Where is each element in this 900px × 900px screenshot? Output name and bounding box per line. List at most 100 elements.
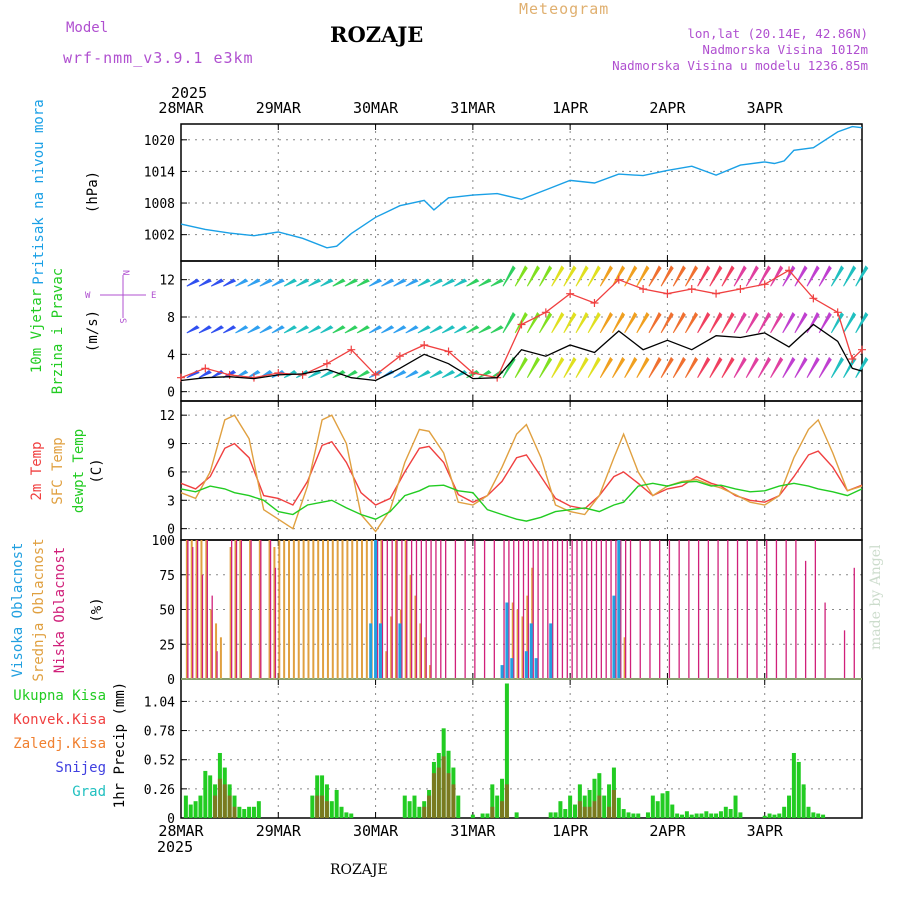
gust-marker [614, 275, 623, 284]
precip-bar [806, 806, 811, 818]
y-tick-label: 1008 [144, 197, 175, 212]
precip-bar [767, 813, 772, 818]
wind-barb [745, 356, 759, 378]
wind-barb [818, 356, 832, 378]
precip-bar [500, 778, 505, 818]
wind-barb [247, 278, 261, 287]
precip-bar [621, 809, 626, 818]
wind-barb [381, 278, 395, 287]
gust-marker [444, 347, 453, 356]
wind-barb [356, 278, 370, 287]
precip-bar [772, 814, 777, 818]
precip-bar [188, 804, 193, 818]
precip-conv-bar [441, 756, 446, 818]
precip-bar [602, 795, 607, 818]
model-label: Model [66, 20, 109, 36]
panel-frame-pressure [180, 123, 863, 262]
wind-barb [223, 325, 237, 334]
precip-bar [718, 811, 723, 818]
gust-marker [858, 345, 866, 354]
precip-bar [198, 795, 203, 818]
wind-barb [405, 325, 419, 334]
temp-ylabel-1: 2m Temp [29, 441, 45, 500]
precip-bar [689, 814, 694, 818]
precip-conv-bar [227, 795, 232, 818]
model-name: wrf-nmm_v3.9.1 e3km [63, 49, 254, 67]
precip-bar [709, 813, 714, 818]
wind-barb [855, 356, 869, 378]
precip-bar [256, 801, 261, 818]
precip-bar [344, 812, 349, 818]
elevation-label: Nadmorska Visina 1012m [702, 42, 868, 57]
precip-ylabel: 1hr Precip (mm) [112, 682, 128, 808]
precip-bar [485, 813, 490, 818]
precip-bar [714, 813, 719, 818]
precip-bar [777, 813, 782, 818]
footer-city: ROZAJE [330, 862, 388, 878]
gust-marker [468, 369, 477, 377]
wind-barb [770, 356, 784, 378]
gust-marker [833, 308, 842, 317]
y-tick-label: 1014 [144, 165, 175, 180]
wind-barb [794, 356, 808, 378]
y-tick-label: 0 [167, 523, 175, 538]
gust-marker [201, 364, 210, 373]
compass-e: E [151, 291, 156, 301]
y-tick-label: 12 [159, 274, 175, 289]
precip-conv-bar [451, 784, 456, 818]
precip-bar [402, 795, 407, 818]
wind-barb [393, 325, 407, 334]
y-tick-label: 0 [167, 812, 175, 827]
gust-marker [420, 341, 429, 349]
wind-barb [636, 312, 650, 334]
wind-barb [830, 356, 844, 378]
precip-bar [470, 814, 475, 818]
precip-conv-bar [597, 795, 602, 818]
pressure-ylabel: Pritisak na nivou mora [31, 99, 47, 284]
wind-barb [624, 265, 638, 287]
wind-barb [733, 356, 747, 378]
wind-barb [466, 325, 480, 334]
wind-barb [514, 265, 528, 287]
wind-barb [636, 356, 650, 378]
wind-barb [587, 356, 601, 378]
gust-marker [736, 285, 745, 293]
precip-bar [568, 795, 573, 818]
precip-conv-bar [587, 806, 592, 818]
wind-barb [782, 312, 796, 334]
wind-barb [551, 356, 565, 378]
precip-bar [660, 793, 665, 818]
precip-conv-bar [232, 806, 237, 818]
precip-bar [684, 811, 689, 818]
temp-line-1 [180, 414, 863, 533]
wind-barb [356, 325, 370, 334]
wind-barb [709, 265, 723, 287]
x-label-bottom: 1APR [552, 822, 589, 840]
precip-legend-item: Grad [72, 784, 106, 800]
gust-marker [347, 345, 356, 354]
wind-barb [599, 356, 613, 378]
wind-barb [757, 356, 772, 378]
precip-bar [412, 795, 417, 818]
wind-barb [295, 325, 310, 334]
precip-bar [791, 752, 796, 818]
precip-conv-bar [446, 773, 451, 818]
precip-bar [650, 795, 655, 818]
precip-bar [548, 812, 553, 818]
precip-conv-bar [490, 806, 495, 818]
precip-bar [504, 683, 509, 818]
y-tick-label: 75 [159, 569, 175, 584]
wind-barb [466, 278, 480, 287]
wind-barb [684, 312, 699, 334]
precip-bar [349, 813, 354, 818]
precip-bar [801, 784, 806, 818]
precip-conv-bar [577, 801, 582, 818]
wind-barb [210, 325, 225, 334]
wind-barb [624, 312, 638, 334]
model-elevation-label: Nadmorska Visina u modelu 1236.85m [612, 58, 868, 73]
temp-line-0 [180, 440, 863, 510]
wind-barb [539, 265, 553, 287]
precip-bar [665, 791, 670, 818]
y-tick-label: 0 [167, 673, 175, 688]
precip-bar [573, 804, 578, 818]
